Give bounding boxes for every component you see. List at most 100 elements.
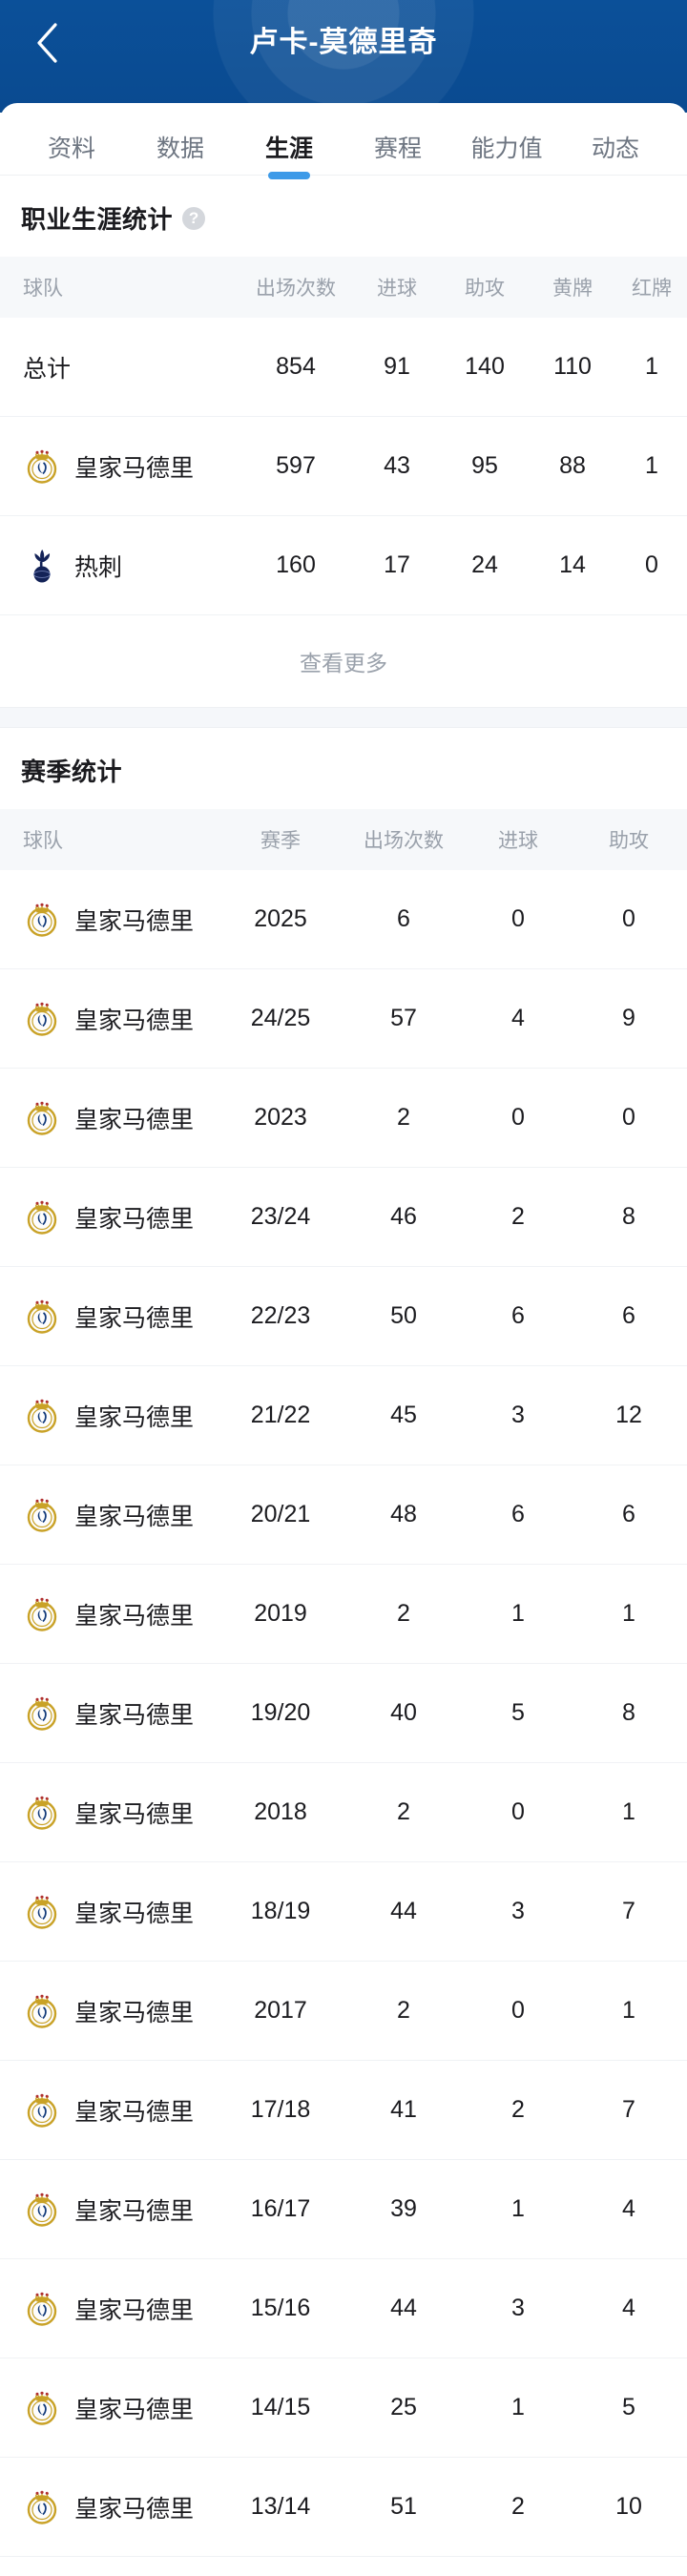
- cell-goals: 17: [384, 551, 410, 578]
- cell-goals: 0: [511, 1997, 525, 2024]
- season-row-team-cell: 皇家马德里: [0, 2488, 219, 2526]
- table-row[interactable]: 皇家马德里 15/16 44 3 4: [0, 2259, 687, 2358]
- career-section-header: 职业生涯统计 ?: [0, 176, 687, 257]
- table-row[interactable]: 皇家马德里 17/18 41 2 7: [0, 2061, 687, 2160]
- real-madrid-crest-icon: [27, 1200, 57, 1235]
- cell-red: 0: [645, 551, 658, 578]
- table-row[interactable]: 皇家马德里 2018 2 0 1: [0, 1763, 687, 1862]
- col-header-goals: 进球: [377, 278, 417, 300]
- team-name: 皇家马德里: [74, 2197, 195, 2225]
- career-row-team-cell: 热刺: [0, 547, 239, 585]
- team-name: 皇家马德里: [74, 2098, 195, 2126]
- table-row[interactable]: 皇家马德里 21/22 45 3 12: [0, 1366, 687, 1465]
- col-header-goals: 进球: [498, 830, 538, 852]
- cell-goals: 2: [511, 2493, 525, 2520]
- team-name: 皇家马德里: [74, 1205, 195, 1233]
- tab-career[interactable]: 生涯: [235, 127, 344, 171]
- cell-assists: 4: [622, 2295, 635, 2321]
- table-row[interactable]: 皇家马德里 19/20 40 5 8: [0, 1664, 687, 1763]
- tab-data[interactable]: 数据: [156, 135, 204, 162]
- real-madrid-crest-icon: [27, 1399, 57, 1433]
- career-section-title: 职业生涯统计: [21, 205, 174, 234]
- col-header-season: 赛季: [260, 830, 301, 852]
- table-row[interactable]: 皇家马德里 16/17 39 1 4: [0, 2160, 687, 2259]
- cell-goals: 6: [511, 1501, 525, 1527]
- cell-apps: 2: [397, 1600, 410, 1627]
- real-madrid-crest-icon: [27, 1498, 57, 1532]
- season-row-team-cell: 皇家马德里: [0, 1992, 219, 2030]
- team-name: 皇家马德里: [74, 1999, 195, 2026]
- table-row[interactable]: 皇家马德里 2017 2 0 1: [0, 1962, 687, 2061]
- season-row-team-cell: 皇家马德里: [0, 901, 219, 939]
- cell-season: 23/24: [250, 1203, 311, 1230]
- cell-yellow: 88: [559, 452, 586, 479]
- table-row[interactable]: 皇家马德里 23/24 46 2 8: [0, 1168, 687, 1267]
- cell-assists: 6: [622, 1501, 635, 1527]
- table-row[interactable]: 皇家马德里 2025 6 0 0: [0, 870, 687, 969]
- cell-season: 19/20: [250, 1699, 311, 1726]
- cell-season: 20/21: [250, 1501, 311, 1527]
- cell-goals: 1: [511, 2195, 525, 2222]
- cell-goals: 2: [511, 1203, 525, 1230]
- career-row-team-cell: 总计: [0, 350, 239, 384]
- career-stats-table: 球队 出场次数 进球 助攻 黄牌 红牌 总计 854 91 140 110 1: [0, 257, 687, 707]
- cell-assists: 8: [622, 1699, 635, 1726]
- table-row[interactable]: 皇家马德里 597 43 95 88 1: [0, 417, 687, 516]
- table-row[interactable]: 皇家马德里 14/15 25 1 5: [0, 2358, 687, 2458]
- cell-goals: 3: [511, 1898, 525, 1924]
- table-row[interactable]: 皇家马德里 22/23 50 6 6: [0, 1267, 687, 1366]
- cell-assists: 9: [622, 1005, 635, 1031]
- back-button[interactable]: [21, 17, 73, 69]
- col-header-apps: 出场次数: [364, 830, 444, 852]
- cell-assists: 8: [622, 1203, 635, 1230]
- table-row[interactable]: 热刺 160 17 24 14 0: [0, 516, 687, 615]
- real-madrid-crest-icon: [27, 1002, 57, 1036]
- cell-goals: 0: [511, 1798, 525, 1825]
- tab-ratings[interactable]: 能力值: [470, 135, 543, 162]
- tab-schedule[interactable]: 赛程: [373, 135, 422, 162]
- cell-goals: 1: [511, 2394, 525, 2420]
- cell-season: 15/16: [250, 2295, 311, 2321]
- season-table-header: 球队 赛季 出场次数 进球 助攻: [0, 809, 687, 870]
- chevron-left-icon: [34, 22, 59, 64]
- tab-profile[interactable]: 资料: [47, 135, 95, 162]
- table-row[interactable]: 皇家马德里 20/21 48 6 6: [0, 1465, 687, 1565]
- cell-apps: 25: [390, 2394, 417, 2420]
- table-row[interactable]: 皇家马德里 2019 2 1 1: [0, 1565, 687, 1664]
- season-row-team-cell: 皇家马德里: [0, 1893, 219, 1931]
- cell-season: 13/14: [250, 2493, 311, 2520]
- table-row[interactable]: 总计 854 91 140 110 1: [0, 318, 687, 417]
- page-title: 卢卡-莫德里奇: [249, 27, 438, 58]
- cell-apps: 40: [390, 1699, 417, 1726]
- col-header-yellow: 黄牌: [552, 278, 593, 300]
- col-header-team: 球队: [23, 278, 63, 300]
- table-row[interactable]: 皇家马德里 18/19 44 3 7: [0, 1862, 687, 1962]
- real-madrid-crest-icon: [27, 2093, 57, 2128]
- cell-apps: 45: [390, 1402, 417, 1428]
- question-mark-icon[interactable]: ?: [182, 206, 206, 230]
- real-madrid-crest-icon: [27, 2192, 57, 2227]
- cell-assists: 1: [622, 1600, 635, 1627]
- nav-header: 卢卡-莫德里奇: [0, 0, 687, 113]
- view-more-button[interactable]: 查看更多: [300, 651, 387, 675]
- cell-yellow: 14: [559, 551, 586, 578]
- team-name: 皇家马德里: [74, 1800, 195, 1828]
- cell-apps: 597: [276, 452, 316, 479]
- cell-assists: 1: [622, 1997, 635, 2024]
- cell-apps: 6: [397, 905, 410, 932]
- season-row-team-cell: 皇家马德里: [0, 2389, 219, 2427]
- cell-assists: 12: [615, 1402, 642, 1428]
- cell-season: 2018: [254, 1798, 307, 1825]
- cell-season: 2025: [254, 905, 307, 932]
- table-row[interactable]: 皇家马德里 13/14 51 2 10: [0, 2458, 687, 2557]
- cell-goals: 43: [384, 452, 410, 479]
- team-name: 皇家马德里: [74, 454, 195, 482]
- season-section-header: 赛季统计: [0, 728, 687, 809]
- table-row[interactable]: 皇家马德里 24/25 57 4 9: [0, 969, 687, 1069]
- table-row[interactable]: 皇家马德里 2023 2 0 0: [0, 1069, 687, 1168]
- tab-news[interactable]: 动态: [591, 135, 639, 162]
- team-name: 总计: [23, 355, 72, 383]
- tottenham-crest-icon: [33, 549, 51, 582]
- table-row[interactable]: 皇家马德里12/135346: [0, 2557, 687, 2576]
